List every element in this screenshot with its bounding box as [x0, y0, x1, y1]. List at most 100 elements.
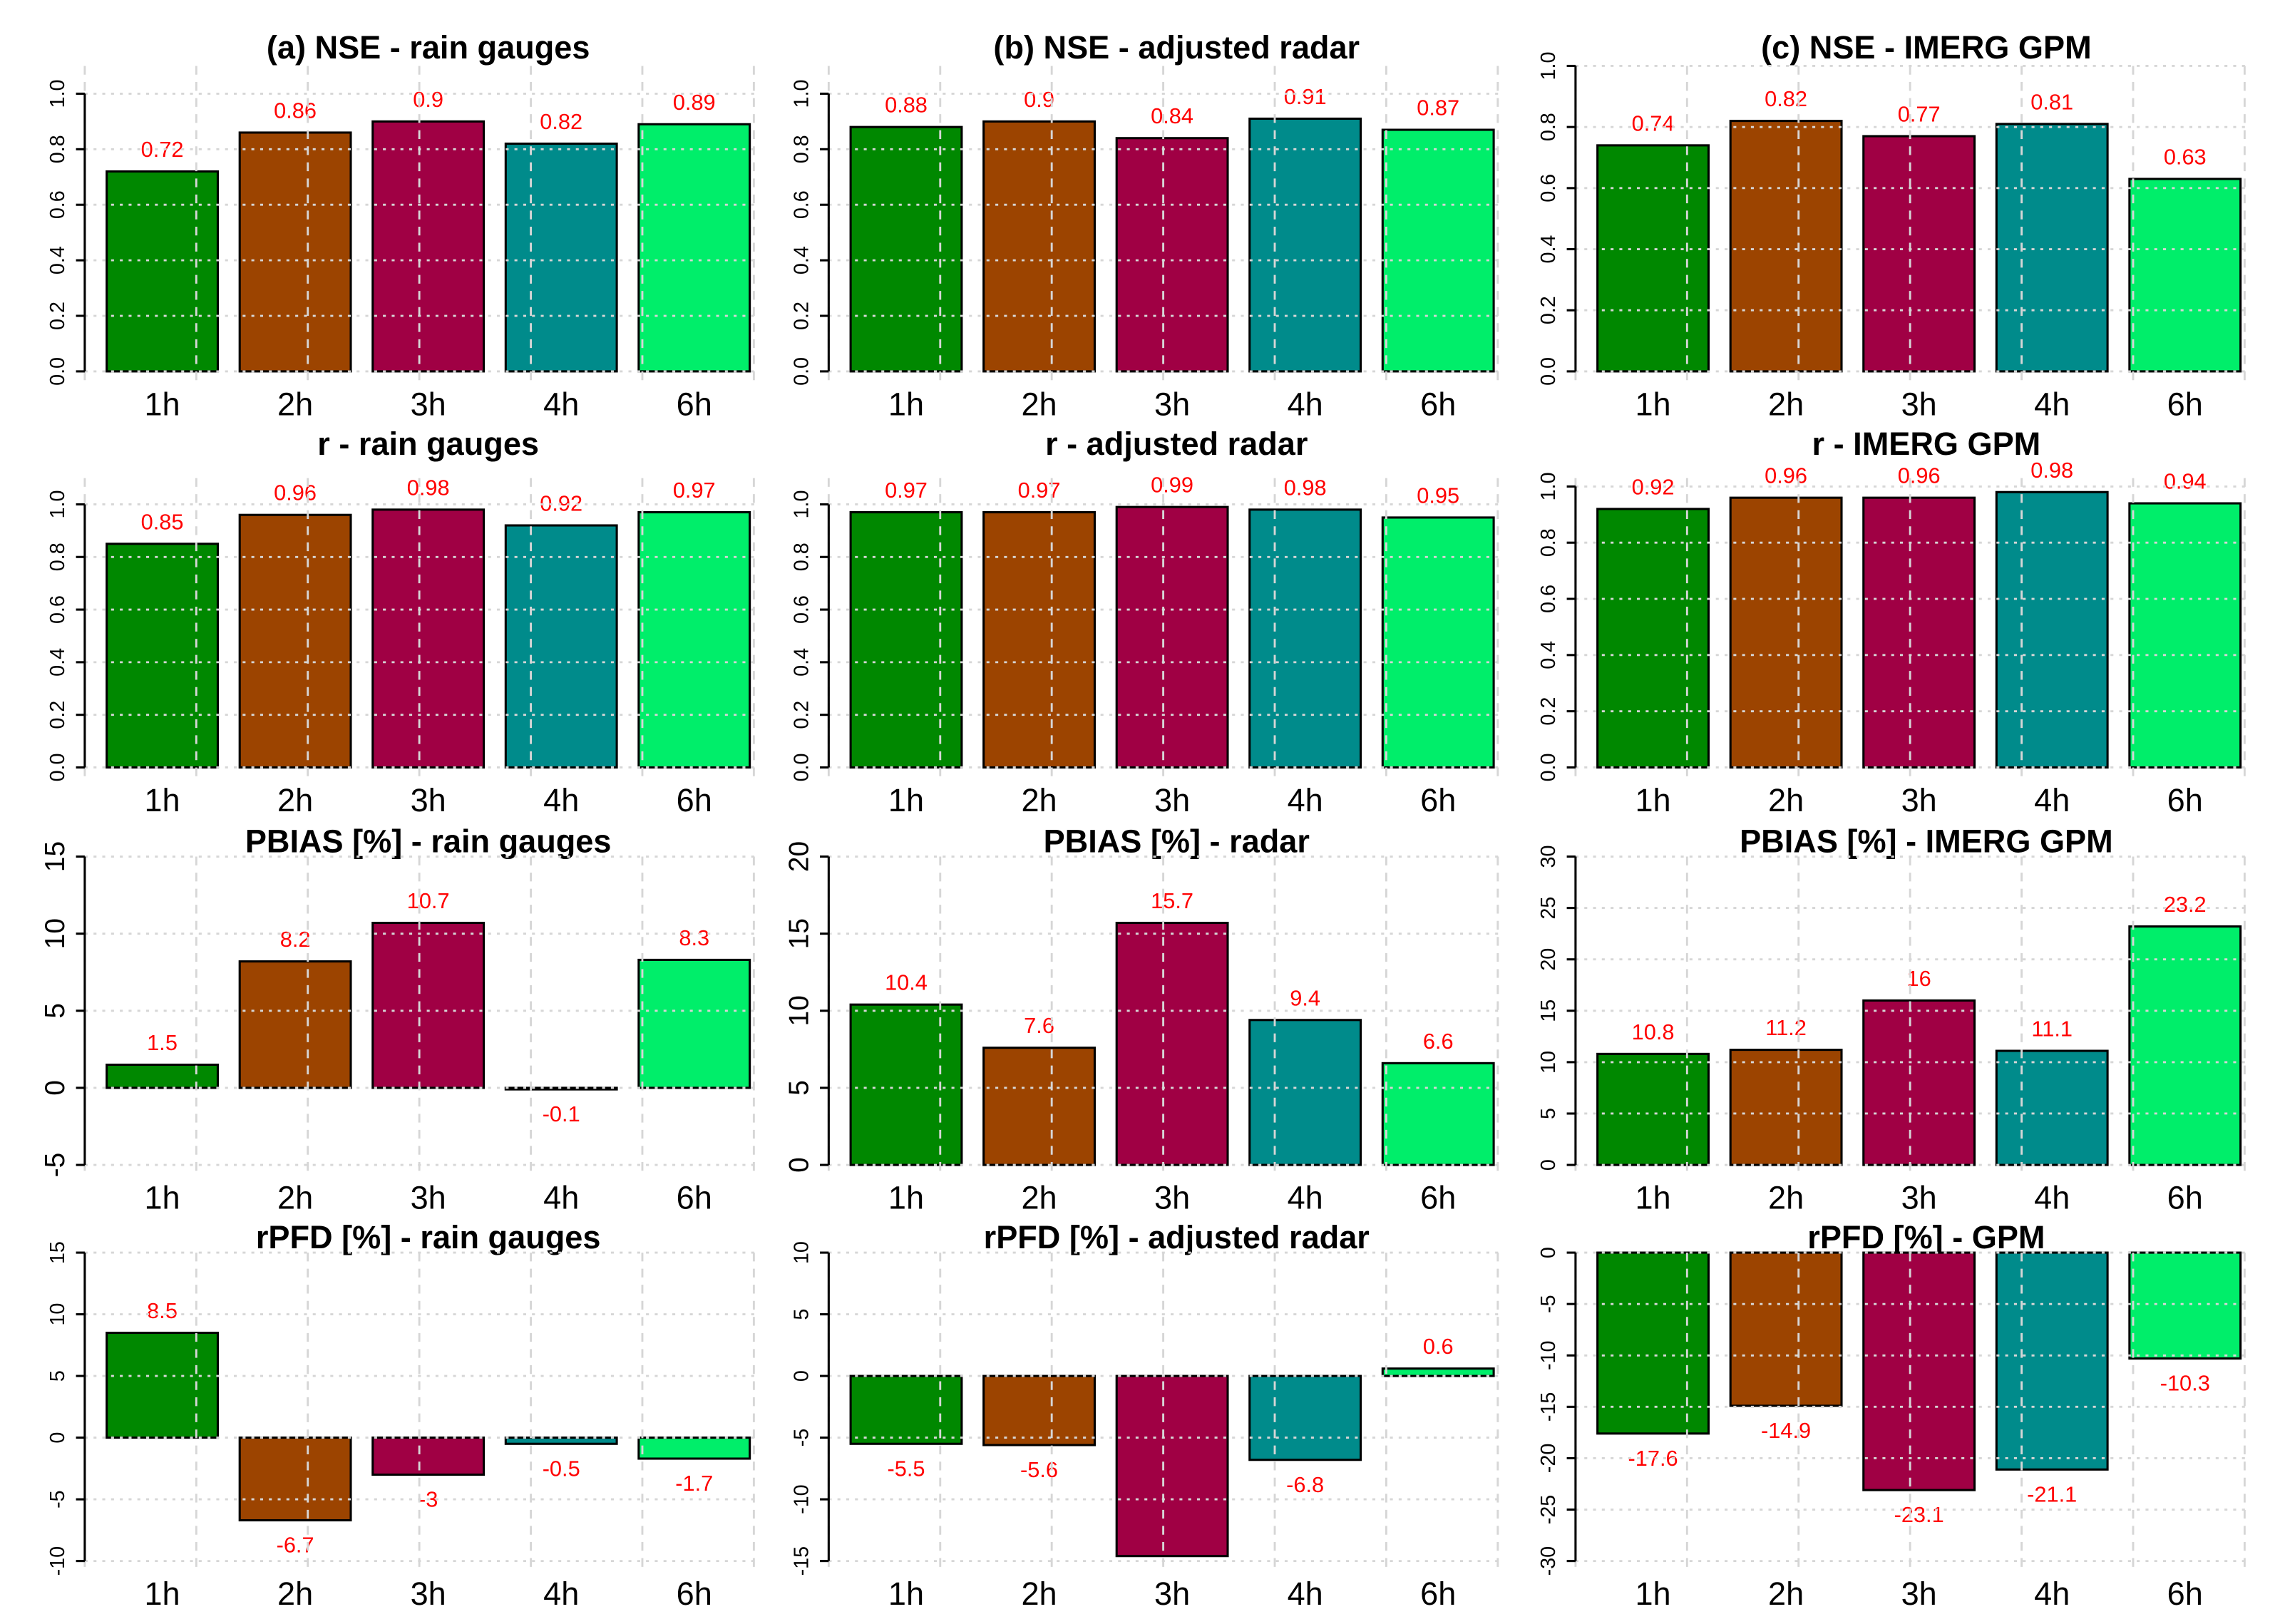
x-tick-label: 1h: [144, 782, 180, 818]
value-label: 8.3: [679, 925, 709, 950]
x-tick-label: 1h: [888, 386, 924, 422]
y-tick-label: 0.6: [791, 595, 813, 624]
panel-6: r - IMERG GPM0.921h0.962h0.963h0.984h0.9…: [1537, 426, 2246, 818]
bar-6h: [637, 511, 751, 769]
y-tick-label: 0.0: [791, 754, 813, 782]
value-label: 10.8: [1632, 1019, 1675, 1044]
x-tick-label: 6h: [2167, 1576, 2203, 1612]
y-tick-label: 0.2: [1537, 697, 1560, 726]
y-tick-label: -10: [791, 1484, 813, 1513]
y-tick-label: 10: [46, 1303, 69, 1326]
value-label: 0.96: [274, 480, 317, 505]
panel-7: PBIAS [%] - rain gauges 1.5 1h 8.2 2h 10.7 3h -…: [40, 823, 755, 1216]
x-tick-label: 2h: [277, 386, 313, 422]
bar-4h: [1248, 508, 1362, 769]
y-tick-label: -5: [1537, 1295, 1560, 1313]
x-tick-label: 3h: [1901, 1576, 1937, 1612]
bar-2h: [982, 1374, 1096, 1446]
value-label: 0.92: [540, 490, 582, 515]
y-tick-label: 1.0: [1537, 472, 1560, 500]
value-label: 11.1: [2031, 1017, 2073, 1042]
panel-title: PBIAS [%] - radar: [1044, 823, 1310, 859]
bar-2h: [982, 511, 1096, 769]
bar-3h: [1862, 1251, 1976, 1491]
panel-title: (c) NSE - IMERG GPM: [1761, 29, 2092, 66]
x-tick-label: 6h: [677, 782, 712, 818]
bar-6h: [1381, 1062, 1495, 1166]
value-label: -17.6: [1628, 1446, 1678, 1471]
bar-1h: [1596, 1251, 1710, 1435]
x-tick-label: 1h: [888, 782, 924, 818]
value-label: 0.99: [1151, 473, 1193, 498]
bar-6h: [637, 1437, 751, 1460]
bar-2h: [982, 120, 1096, 373]
y-tick-label: 10: [1537, 1051, 1560, 1074]
value-label: 0.84: [1151, 103, 1193, 128]
y-tick-label: 1.0: [791, 79, 813, 108]
x-tick-label: 4h: [1288, 1180, 1323, 1216]
y-tick-label: 25: [1537, 897, 1560, 920]
value-label: 0.97: [1018, 478, 1061, 503]
x-tick-label: 4h: [543, 1180, 579, 1216]
value-label: -21.1: [2027, 1481, 2077, 1506]
value-label: 0.6: [1423, 1334, 1454, 1359]
bar-2h: [1729, 496, 1843, 769]
bar-4h: [504, 142, 618, 373]
bar-3h: [1862, 135, 1976, 373]
panel-title: (a) NSE - rain gauges: [267, 29, 590, 66]
y-tick-label: 0.2: [1537, 296, 1560, 324]
x-tick-label: 1h: [1635, 1576, 1670, 1612]
value-label: 0.85: [141, 509, 184, 534]
value-label: 0.74: [1632, 111, 1675, 135]
bar-1h: [106, 1063, 219, 1089]
y-tick-label: -5: [40, 1153, 71, 1178]
bar-4h: [504, 524, 618, 769]
y-tick-label: 0.4: [791, 246, 813, 274]
bar-3h: [371, 120, 486, 373]
bar-6h: [1381, 516, 1495, 769]
x-tick-label: 1h: [144, 1576, 180, 1612]
y-tick-label: 0.4: [1537, 235, 1560, 264]
bar-4h: [1995, 1049, 2109, 1166]
x-tick-label: 1h: [144, 1180, 180, 1216]
value-label: 7.6: [1024, 1013, 1054, 1038]
x-tick-label: 6h: [1420, 1576, 1456, 1612]
y-tick-label: 10: [40, 918, 71, 949]
x-tick-label: 1h: [1635, 386, 1670, 422]
value-label: 0.97: [885, 478, 928, 503]
y-tick-label: 0: [1537, 1159, 1560, 1171]
x-tick-label: 6h: [677, 1576, 712, 1612]
y-tick-label: 5: [1537, 1108, 1560, 1119]
bar-2h: [238, 1437, 352, 1522]
x-tick-label: 1h: [1635, 1180, 1670, 1216]
x-tick-label: 2h: [277, 1180, 313, 1216]
panel-2: (b) NSE - adjusted radar 0.88 1h 0.9 2h 0.84 3…: [791, 29, 1499, 422]
x-tick-label: 3h: [411, 386, 446, 422]
bar-2h: [238, 131, 352, 373]
value-label: 0.86: [274, 98, 317, 123]
bar-2h: [1729, 120, 1843, 373]
y-tick-label: 30: [1537, 846, 1560, 868]
value-label: 10.4: [885, 970, 928, 995]
value-label: -10.3: [2160, 1371, 2210, 1396]
value-label: 0.94: [2164, 469, 2207, 494]
panel-4: r - rain gauges 0.85 1h 0.96 2h 0.98 3h 0.92 4h 0…: [46, 426, 755, 818]
y-tick-label: 0.6: [46, 190, 69, 219]
bar-1h: [1596, 144, 1710, 373]
y-tick-label: 5: [46, 1370, 69, 1382]
y-tick-label: 1.0: [1537, 52, 1560, 81]
x-tick-label: 3h: [1154, 386, 1190, 422]
x-tick-label: 4h: [2034, 1576, 2070, 1612]
y-tick-label: 0: [1537, 1247, 1560, 1258]
x-tick-label: 3h: [411, 1576, 446, 1612]
bar-1h: [106, 1332, 219, 1439]
x-tick-label: 6h: [2167, 386, 2203, 422]
x-tick-label: 4h: [2034, 1180, 2070, 1216]
x-tick-label: 3h: [1154, 1180, 1190, 1216]
y-tick-label: 5: [791, 1309, 813, 1320]
panel-title: r - adjusted radar: [1045, 426, 1308, 462]
bar-1h: [1596, 508, 1710, 769]
y-tick-label: 0.6: [46, 595, 69, 624]
value-label: -6.8: [1286, 1472, 1324, 1497]
y-tick-label: 0.0: [1537, 357, 1560, 386]
